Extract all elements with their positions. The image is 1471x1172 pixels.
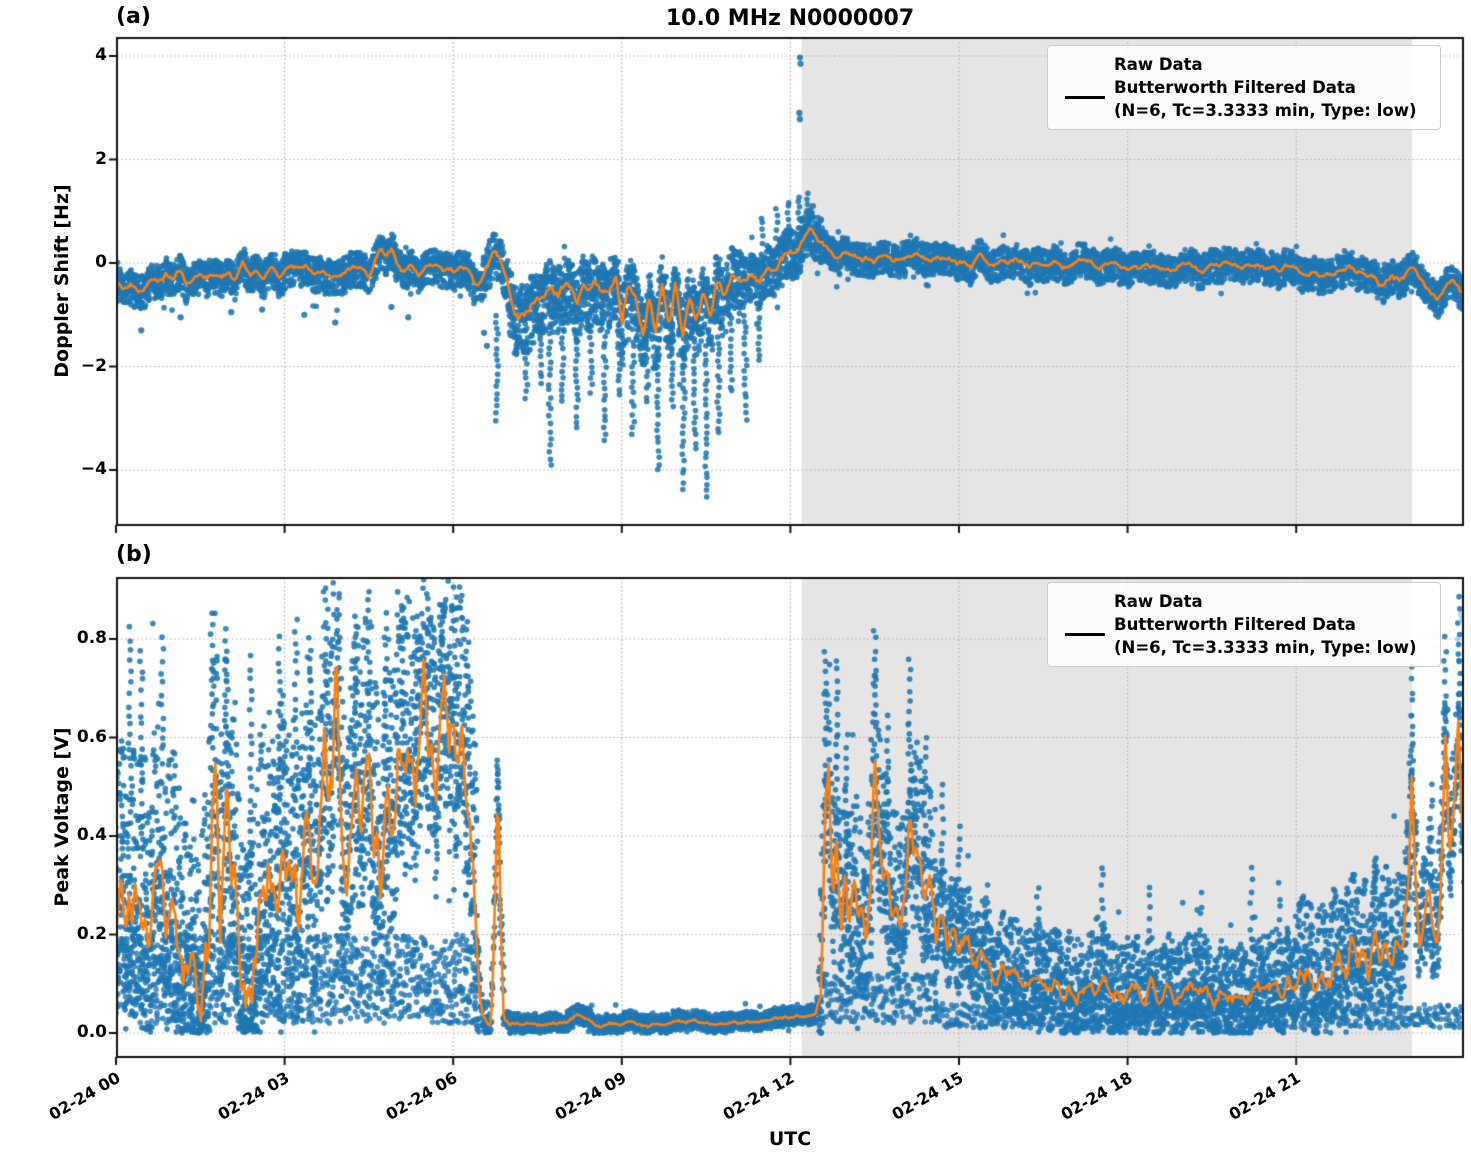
legend-raw-label: Raw Data: [1114, 592, 1203, 611]
legend-filtered-label: Butterworth Filtered Data: [1114, 78, 1356, 97]
y-tick-label: 0.2: [76, 923, 107, 944]
legend-entry-raw: Raw Data: [1056, 590, 1430, 613]
y-tick-label: 0.8: [76, 628, 107, 648]
legend-panel-b: Raw Data Butterworth Filtered Data (N=6,…: [1047, 582, 1441, 667]
filtered-line-icon: [1065, 633, 1105, 636]
raw-data-dot-icon: [1081, 61, 1090, 70]
legend-entry-filtered: Butterworth Filtered Data (N=6, Tc=3.333…: [1056, 613, 1430, 659]
panel-b-label: (b): [116, 542, 152, 567]
legend-filtered-label: Butterworth Filtered Data: [1114, 615, 1356, 634]
y-tick-label: −2: [80, 355, 107, 376]
y-tick-label: 0.4: [76, 825, 107, 845]
raw-data-dot-icon: [1081, 598, 1090, 607]
x-axis-label: UTC: [768, 1128, 812, 1150]
filtered-line-icon: [1065, 96, 1105, 99]
y-tick-label: 0.6: [76, 726, 107, 747]
legend-entry-filtered: Butterworth Filtered Data (N=6, Tc=3.333…: [1056, 76, 1430, 122]
y-tick-label: −4: [80, 459, 107, 479]
y-tick-label: 2: [95, 148, 107, 169]
legend-raw-label: Raw Data: [1114, 55, 1203, 74]
legend-panel-a: Raw Data Butterworth Filtered Data (N=6,…: [1047, 45, 1441, 130]
chart-title: 10.0 MHz N0000007: [665, 6, 915, 31]
legend-filtered-sublabel: (N=6, Tc=3.3333 min, Type: low): [1114, 101, 1417, 120]
panel-a-label: (a): [116, 4, 151, 29]
legend-filtered-sublabel: (N=6, Tc=3.3333 min, Type: low): [1114, 638, 1417, 657]
legend-entry-raw: Raw Data: [1056, 53, 1430, 76]
y-tick-label: 4: [95, 45, 107, 65]
y-tick-label: 0: [95, 252, 107, 272]
y-tick-label: 0.0: [76, 1022, 107, 1042]
